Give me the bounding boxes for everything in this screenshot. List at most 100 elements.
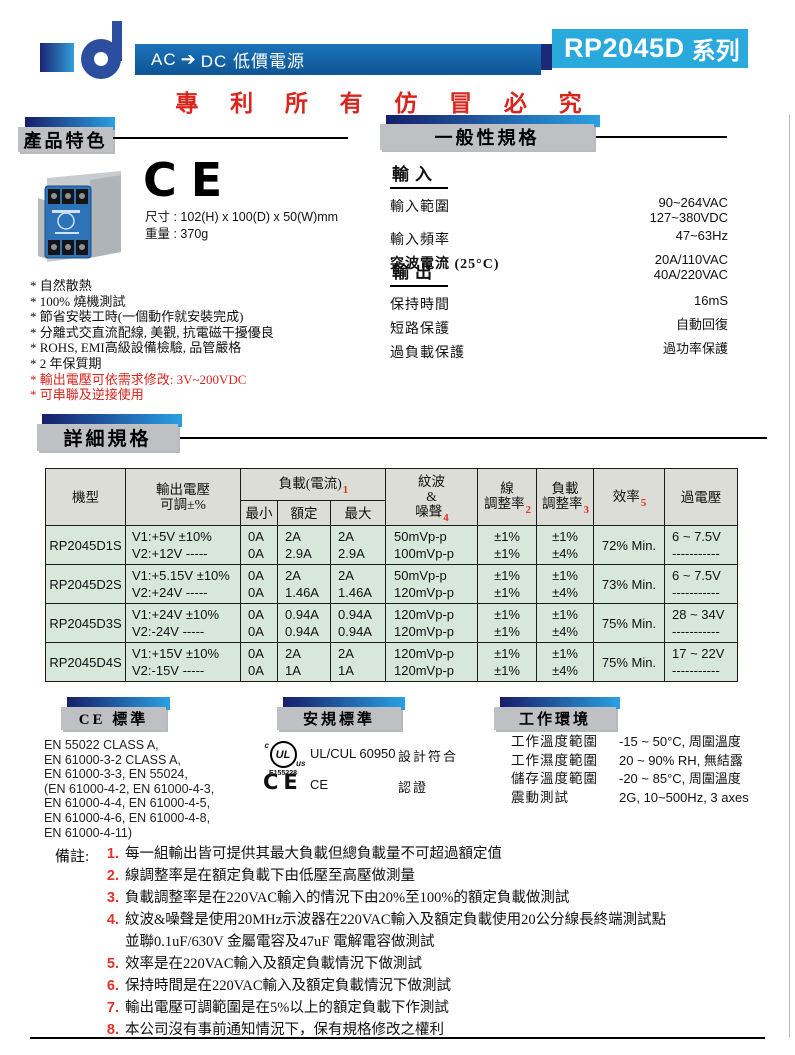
series-name: RP2045D bbox=[564, 33, 685, 63]
feature-bullet-red: * 輸出電壓可依需求修改: 3V~200VDC bbox=[30, 371, 247, 387]
ce-standard-line: EN 61000-3-2 CLASS A, bbox=[44, 752, 181, 767]
logo-gradient-bar bbox=[40, 43, 74, 72]
overvoltage-cell: 6 ~ 7.5V ----------- bbox=[664, 525, 739, 565]
note-item: 4. 紋波&噪聲是使用20MHz示波器在220VAC輸入及額定負載使用20公分線長… bbox=[106, 912, 667, 950]
ripple-cell: 50mVp-p 120mVp-p bbox=[385, 564, 479, 604]
ce-standard-label: CE bbox=[310, 777, 329, 792]
footer-rule bbox=[30, 1037, 765, 1039]
env-label: 工作溫度範圍 bbox=[511, 734, 598, 749]
product-photo bbox=[28, 166, 146, 277]
model-cell: RP2045D3S bbox=[45, 603, 126, 643]
table-row: RP2045D4S V1:+15V ±10% V2:-15V ----- 0A 0A… bbox=[45, 642, 739, 682]
rated-cell: 0.94A 0.94A bbox=[277, 603, 331, 643]
spec-label: 突波電流 (25°C) bbox=[390, 257, 500, 272]
input-spec-block: 輸入 輸入範圍 90~264VAC 127~380VDC 輸入頻率 47~63H… bbox=[390, 160, 728, 286]
features-rule bbox=[113, 137, 348, 139]
rated-cell: 2A 1.46A bbox=[277, 564, 331, 604]
general-title: 一般性規格 bbox=[380, 124, 594, 150]
col-ripple: 紋波 & 噪聲4 bbox=[385, 468, 479, 526]
max-cell: 0.94A 0.94A bbox=[329, 603, 387, 643]
table-header-row: 機型 輸出電壓 可調±% 負載(電流)1 紋波 & 噪聲4 線 調整率2 負載 … bbox=[45, 468, 739, 526]
spec-row: 保持時間 16mS bbox=[390, 293, 728, 314]
col-voltage: 輸出電壓 可調±% bbox=[125, 468, 241, 526]
model-cell: RP2045D1S bbox=[45, 525, 126, 565]
table-row: RP2045D1S V1:+5V ±10% V2:+12V ----- 0A 0A … bbox=[45, 525, 739, 565]
efficiency-cell: 75% Min. bbox=[593, 603, 666, 643]
note-item: 8. 本公司沒有事前通知情況下，保有規格修改之權利 bbox=[106, 1022, 444, 1038]
brand-d-logo-icon bbox=[81, 21, 122, 79]
voltage-cell: V1:+5.15V ±10% V2:+24V ----- bbox=[125, 564, 241, 604]
spec-row: 短路保護 自動回復 bbox=[390, 317, 728, 338]
spec-value: 過功率保護 bbox=[662, 341, 728, 356]
note-item: 7. 輸出電壓可調範圍是在5%以上的額定負載下作測試 bbox=[106, 1000, 449, 1016]
ce-small-mark-icon: CE bbox=[263, 770, 303, 794]
ul-file-number: E155228 bbox=[268, 770, 298, 777]
env-value: 20 ~ 90% RH, 無結露 bbox=[619, 752, 743, 768]
ul-standard-label: UL/CUL 60950 bbox=[310, 746, 396, 761]
col-model: 機型 bbox=[45, 468, 126, 526]
note-item: 5. 效率是在220VAC輸入及額定負載情況下做測試 bbox=[106, 956, 422, 972]
ripple-cell: 120mVp-p 120mVp-p bbox=[385, 642, 479, 682]
col-line-reg: 線 調整率2 bbox=[477, 468, 538, 526]
general-rule bbox=[596, 136, 727, 138]
col-overvoltage: 過電壓 bbox=[664, 468, 739, 526]
model-cell: RP2045D4S bbox=[45, 642, 126, 682]
env-row: 工作濕度範圍 20 ~ 90% RH, 無結露 bbox=[511, 752, 787, 771]
col-load-reg: 負載 調整率3 bbox=[536, 468, 595, 526]
series-title-box: RP2045D 系列 bbox=[552, 29, 748, 68]
spec-value: 自動回復 bbox=[675, 317, 728, 332]
spec-value: 47~63Hz bbox=[675, 228, 728, 243]
spec-value: 20A/110VAC 40A/220VAC bbox=[653, 252, 728, 282]
feature-bullet: * 分離式交直流配線, 美觀, 抗電磁干擾優良 bbox=[30, 324, 274, 340]
min-cell: 0A 0A bbox=[240, 564, 278, 604]
ul-standard-note: 設計符合 bbox=[398, 749, 459, 764]
voltage-cell: V1:+15V ±10% V2:-15V ----- bbox=[125, 642, 241, 682]
environment-list: 工作溫度範圍 -15 ~ 50°C, 周圍溫度 工作濕度範圍 20 ~ 90% … bbox=[511, 733, 787, 807]
ce-standard-line: EN 55022 CLASS A, bbox=[44, 738, 159, 752]
spec-value: 90~264VAC 127~380VDC bbox=[649, 195, 728, 225]
max-cell: 2A 1.46A bbox=[329, 564, 387, 604]
details-title: 詳細規格 bbox=[37, 424, 178, 451]
feature-bullet: * 自然散熱 bbox=[30, 278, 92, 293]
overvoltage-cell: 17 ~ 22V ----------- bbox=[664, 642, 739, 682]
env-row: 工作溫度範圍 -15 ~ 50°C, 周圍溫度 bbox=[511, 733, 787, 752]
spec-row: 突波電流 (25°C) 20A/110VAC 40A/220VAC bbox=[390, 252, 728, 282]
feature-bullet: * ROHS, EMI高級設備檢驗, 品管嚴格 bbox=[30, 340, 242, 356]
notes-label: 備註: bbox=[55, 849, 90, 865]
ce-standard-line: EN 61000-4-11) bbox=[44, 825, 133, 840]
ce-standard-line: EN 61000-4-6, EN 61000-4-8, bbox=[44, 810, 211, 825]
arrow-right-icon: ➔ bbox=[180, 49, 197, 69]
output-spec-block: 輸出 保持時間 16mS 短路保護 自動回復 過負載保護 過功率保護 bbox=[390, 258, 728, 366]
output-heading: 輸出 bbox=[390, 258, 448, 287]
ce-standards-list: EN 55022 CLASS A, EN 61000-3-2 CLASS A, … bbox=[44, 738, 214, 840]
notes-list: 1. 每一組輸出皆可提供其最大負載但總負載量不可超過額定值 2. 線調整率是在額定負… bbox=[97, 843, 765, 1041]
table-row: RP2045D3S V1:+24V ±10% V2:-24V ----- 0A 0A… bbox=[45, 603, 739, 643]
ce-standard-line: EN 61000-3-3, EN 55024, bbox=[44, 767, 188, 782]
feature-bullet: * 節省安裝工時(一個動作就安裝完成) bbox=[30, 309, 244, 325]
brand-logo bbox=[74, 17, 135, 87]
features-title: 產品特色 bbox=[18, 127, 113, 152]
ce-std-gradient-bar bbox=[67, 697, 170, 710]
patent-slogan: 專 利 所 有 仿 冒 必 究 bbox=[175, 91, 595, 116]
note-item: 3. 負載調整率是在220VAC輸入的情況下由20%至100%的額定負載做測試 bbox=[106, 890, 570, 906]
ul-certification-icon: c UL us E155228 bbox=[262, 741, 306, 777]
spec-table: 機型 輸出電壓 可調±% 負載(電流)1 紋波 & 噪聲4 線 調整率2 負載 … bbox=[45, 468, 739, 682]
env-value: -20 ~ 85°C, 周圍溫度 bbox=[619, 771, 741, 786]
feature-bullet: * 2 年保質期 bbox=[30, 355, 102, 371]
series-navy-strip bbox=[541, 44, 552, 70]
efficiency-cell: 75% Min. bbox=[593, 642, 666, 682]
product-weight: 重量 : 370g bbox=[145, 227, 209, 241]
env-title: 工作環境 bbox=[494, 707, 616, 730]
banner-dc-label: DC 低價電源 bbox=[200, 52, 305, 71]
voltage-cell: V1:+24V ±10% V2:-24V ----- bbox=[125, 603, 241, 643]
power-supply-image bbox=[38, 171, 121, 262]
spec-row: 輸入範圍 90~264VAC 127~380VDC bbox=[390, 195, 728, 225]
ce-mark-icon: CE bbox=[143, 153, 237, 207]
feature-bullet-red: * 可串聯及逆接使用 bbox=[30, 387, 144, 403]
col-efficiency: 效率5 bbox=[593, 468, 666, 526]
voltage-cell: V1:+5V ±10% V2:+12V ----- bbox=[125, 525, 241, 565]
min-cell: 0A 0A bbox=[240, 603, 278, 643]
ce-std-title: CE 標準 bbox=[61, 707, 166, 730]
rated-cell: 2A 1A bbox=[277, 642, 331, 682]
overvoltage-cell: 28 ~ 34V ----------- bbox=[664, 603, 739, 643]
